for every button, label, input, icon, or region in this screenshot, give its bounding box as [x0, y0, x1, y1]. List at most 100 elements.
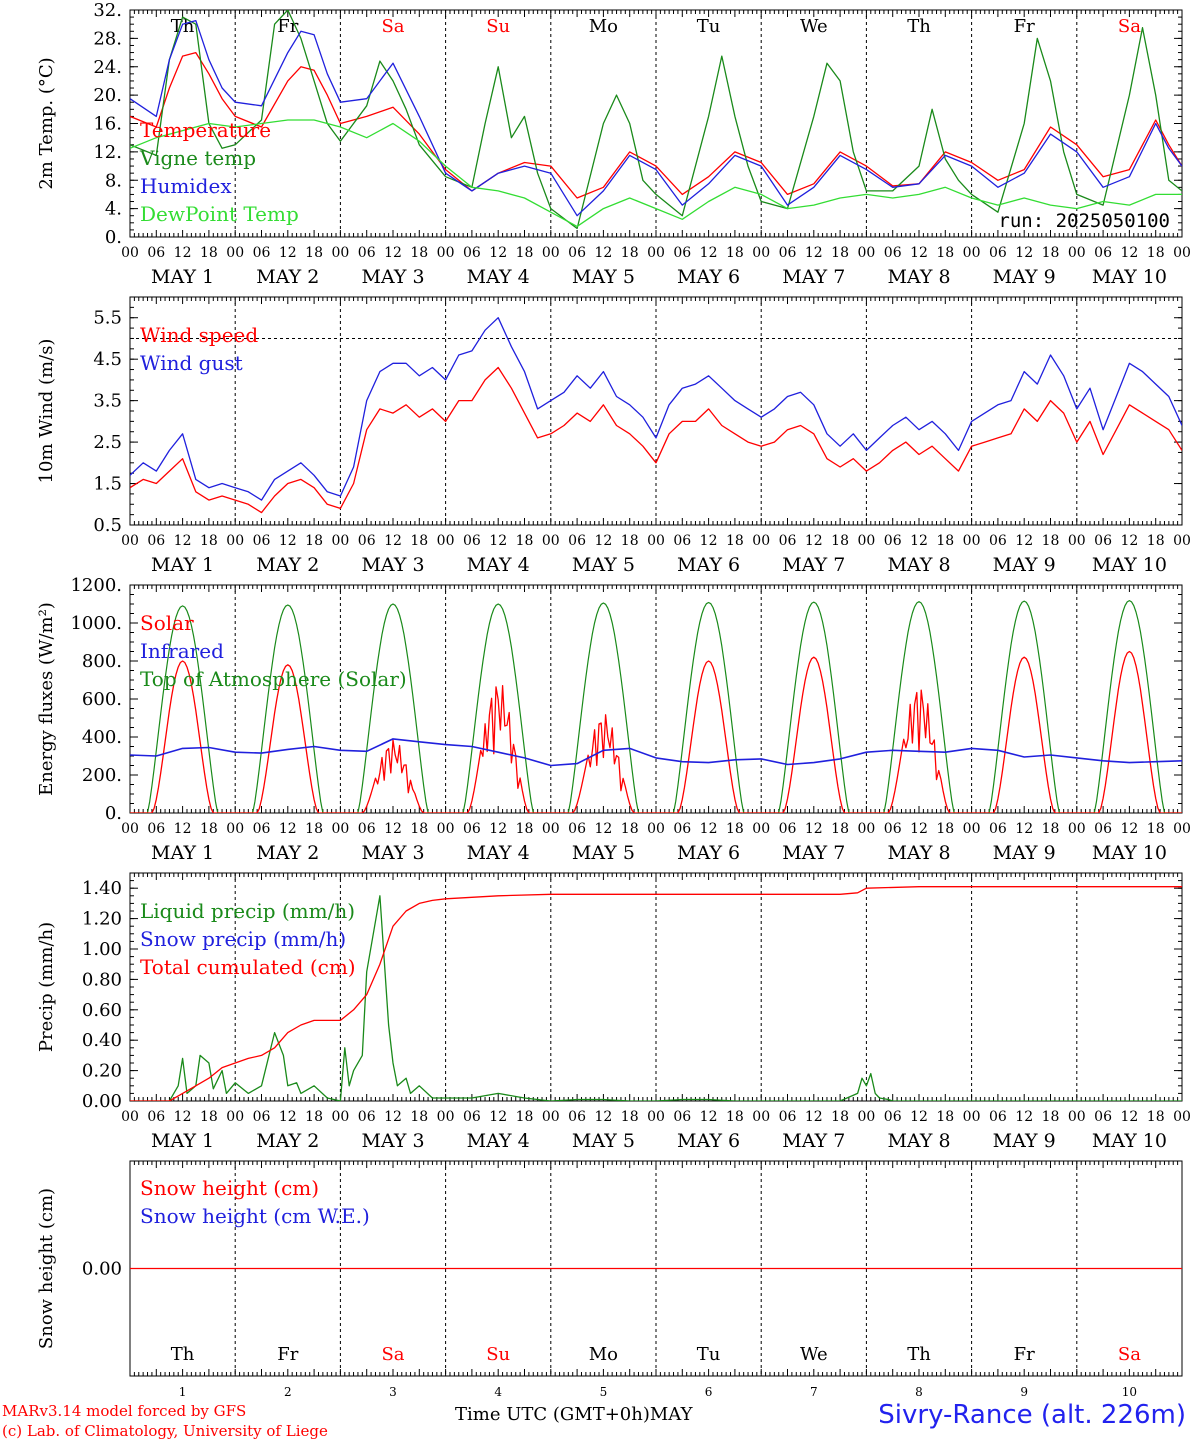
hour-label: 18	[621, 245, 639, 261]
infrared-line	[130, 738, 1182, 767]
hour-label: 06	[779, 533, 797, 549]
run-annotation: run: 2025050100	[998, 210, 1170, 232]
date-label: MAY 3	[361, 842, 424, 864]
date-label: MAY 7	[782, 266, 845, 288]
hour-label: 06	[463, 245, 481, 261]
solar-line	[971, 656, 1077, 813]
date-label: MAY 4	[467, 842, 530, 864]
weekday-label: We	[800, 1344, 828, 1365]
hour-label: 00	[542, 1109, 560, 1125]
hour-label: 18	[831, 533, 849, 549]
weekday-label: Th	[907, 1344, 931, 1365]
y-axis-label: Snow height (cm)	[36, 1188, 57, 1349]
legend-entry: Top of Atmosphere (Solar)	[140, 667, 407, 691]
hour-label: 06	[147, 245, 165, 261]
hour-label: 18	[410, 533, 428, 549]
hour-label: 00	[226, 1109, 244, 1125]
y-axis-label: Precip (mm/h)	[36, 922, 57, 1052]
hour-label: 12	[384, 821, 402, 837]
hour-label: 06	[779, 821, 797, 837]
series-line-0	[130, 366, 1182, 514]
hour-label: 06	[358, 533, 376, 549]
hour-label: 00	[857, 245, 875, 261]
date-label: MAY 5	[572, 1130, 635, 1152]
hour-label: 00	[963, 1109, 981, 1125]
hour-label: 06	[358, 245, 376, 261]
hour-label: 12	[174, 821, 192, 837]
date-label: MAY 8	[887, 842, 950, 864]
date-label: MAY 10	[1092, 842, 1167, 864]
weekday-label: Tu	[697, 16, 721, 37]
hour-label: 00	[752, 1109, 770, 1125]
day-number: 1	[179, 1385, 187, 1399]
hour-label: 06	[884, 245, 902, 261]
hour-label: 12	[805, 821, 823, 837]
weekday-label: Sa	[381, 1344, 404, 1365]
y-axis-label: 10m Wind (m/s)	[36, 339, 57, 484]
hour-label: 00	[226, 821, 244, 837]
toa-solar-line	[550, 602, 656, 813]
hour-label: 18	[831, 1109, 849, 1125]
hour-label: 12	[1015, 821, 1033, 837]
hour-label: 00	[542, 245, 560, 261]
y-tick-label: 32.	[93, 0, 122, 21]
weekday-label: Sa	[381, 16, 404, 37]
date-label: MAY 8	[887, 266, 950, 288]
hour-label: 18	[936, 245, 954, 261]
hour-label: 06	[253, 1109, 271, 1125]
date-label: MAY 2	[256, 842, 319, 864]
hour-label: 06	[463, 1109, 481, 1125]
series-line-1	[130, 10, 1182, 230]
date-label: MAY 5	[572, 842, 635, 864]
solar-line	[550, 714, 656, 813]
hour-label: 12	[1120, 245, 1138, 261]
hour-label: 00	[963, 821, 981, 837]
y-tick-label: 24.	[93, 57, 122, 78]
hour-label: 12	[489, 821, 507, 837]
hour-label: 00	[331, 821, 349, 837]
date-label: MAY 6	[677, 1130, 740, 1152]
y-tick-label: 0.60	[82, 1000, 122, 1021]
date-label: MAY 3	[361, 1130, 424, 1152]
hour-label: 18	[726, 533, 744, 549]
hour-label: 12	[279, 245, 297, 261]
y-tick-label: 12.	[93, 142, 122, 163]
weekday-label: Sa	[1118, 16, 1141, 37]
date-label: MAY 1	[151, 1130, 214, 1152]
hour-label: 00	[437, 245, 455, 261]
hour-label: 06	[1094, 533, 1112, 549]
y-tick-label: 0.5	[93, 515, 122, 536]
hour-label: 12	[910, 821, 928, 837]
hour-label: 12	[594, 1109, 612, 1125]
y-tick-label: 0.00	[82, 1259, 122, 1280]
solar-line	[130, 660, 236, 813]
y-tick-label: 1.40	[82, 878, 122, 899]
hour-label: 06	[1094, 1109, 1112, 1125]
series-line-3	[130, 119, 1182, 228]
hour-label: 18	[200, 1109, 218, 1125]
solar-line	[445, 684, 551, 813]
hour-label: 00	[647, 245, 665, 261]
day-number: 5	[600, 1385, 608, 1399]
hour-label: 12	[384, 1109, 402, 1125]
date-label: MAY 4	[467, 266, 530, 288]
date-label: MAY 9	[993, 554, 1056, 576]
hour-label: 18	[936, 533, 954, 549]
day-number: 2	[284, 1385, 292, 1399]
hour-label: 18	[516, 821, 534, 837]
y-axis-label: Energy fluxes (W/m²)	[36, 602, 57, 796]
hour-label: 00	[437, 821, 455, 837]
toa-solar-line	[445, 603, 551, 813]
toa-solar-line	[1076, 599, 1182, 813]
hour-label: 12	[174, 245, 192, 261]
date-label: MAY 10	[1092, 266, 1167, 288]
hour-label: 18	[621, 533, 639, 549]
weekday-label: Su	[486, 16, 510, 37]
hour-label: 06	[568, 245, 586, 261]
hour-label: 18	[410, 821, 428, 837]
date-label: MAY 5	[572, 554, 635, 576]
y-tick-label: 0.	[105, 227, 122, 248]
hour-label: 00	[121, 245, 139, 261]
hour-label: 06	[568, 1109, 586, 1125]
weekday-label: Su	[486, 1344, 510, 1365]
